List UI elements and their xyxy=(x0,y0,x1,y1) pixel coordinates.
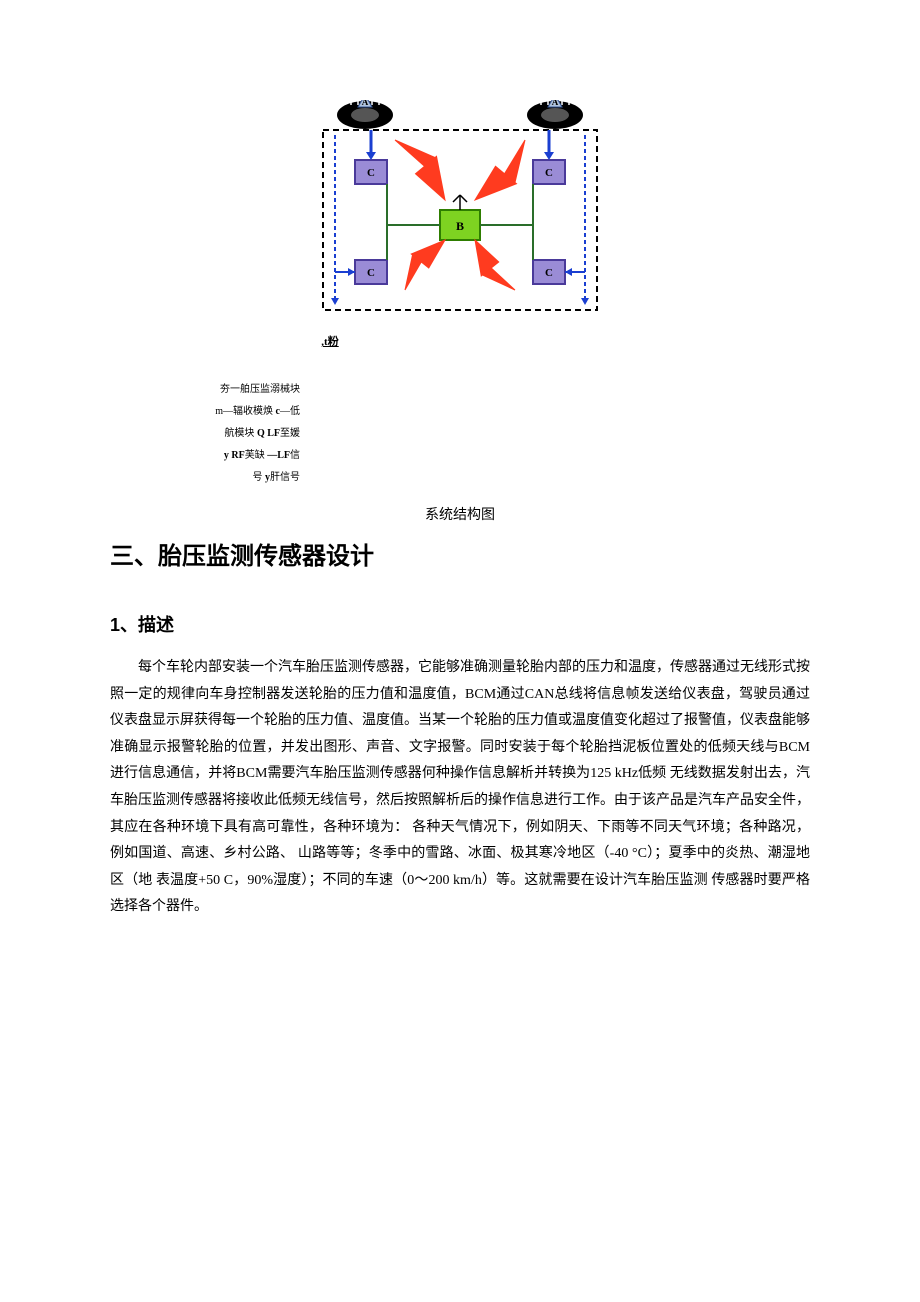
figure-wrapper: B C C C C A A ,t粉 xyxy=(110,100,810,349)
body-paragraph: 每个车轮内部安装一个汽车胎压监测传感器，它能够准确测量轮胎内部的压力和温度，传感… xyxy=(110,655,810,921)
section-heading: 三、胎压监测传感器设计 xyxy=(110,536,810,571)
svg-text:C: C xyxy=(545,267,553,279)
system-diagram: B C C C C A A xyxy=(315,100,605,325)
svg-text:C: C xyxy=(545,167,553,179)
svg-text:C: C xyxy=(367,267,375,279)
subsection-heading: 1、描述 xyxy=(110,611,810,637)
figure-caption: ,t粉 xyxy=(321,333,338,349)
diagram-svg: B C C C C A A xyxy=(315,100,605,320)
svg-text:A: A xyxy=(362,100,369,107)
svg-text:A: A xyxy=(552,100,559,107)
system-caption: 系统结构图 xyxy=(110,504,810,524)
page: B C C C C A A ,t粉 夯一舶压监溺械块m—辐收模焕 c—低航模块 Q LF至媛… xyxy=(0,0,920,981)
legend-block: 夯一舶压监溺械块m—辐收模焕 c—低航模块 Q LF至媛y RF芙缺 —LF信号… xyxy=(160,379,300,489)
svg-text:C: C xyxy=(367,167,375,179)
svg-text:B: B xyxy=(456,219,464,233)
